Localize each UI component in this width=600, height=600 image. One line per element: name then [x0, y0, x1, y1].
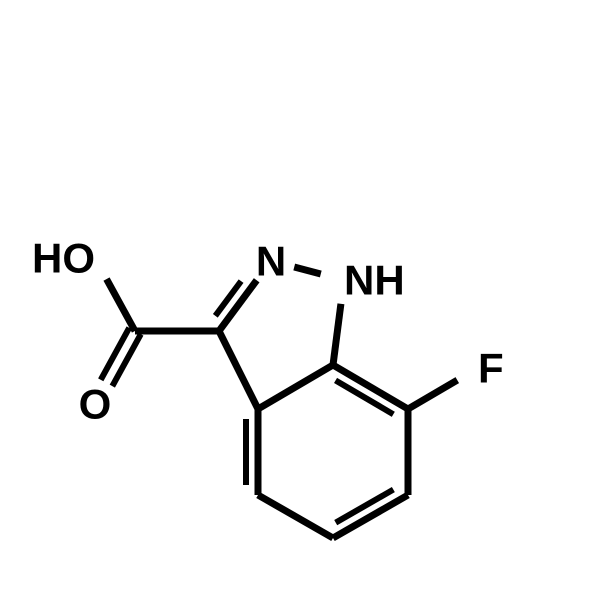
bond: [112, 334, 140, 386]
bond: [258, 495, 333, 538]
bond: [219, 331, 258, 409]
bond: [107, 279, 135, 331]
bond: [101, 328, 129, 380]
bond: [408, 380, 457, 409]
atom-label-f: F: [478, 345, 504, 392]
molecule-structure-diagram: NH N HO O F: [0, 0, 600, 600]
bond: [258, 365, 333, 409]
atom-label-o: HO: [32, 235, 95, 282]
atom-label-n: N: [256, 238, 286, 285]
atom-label-o: O: [79, 381, 112, 428]
atom-label-n: NH: [344, 257, 405, 304]
bond: [333, 304, 341, 365]
bond: [294, 267, 321, 274]
